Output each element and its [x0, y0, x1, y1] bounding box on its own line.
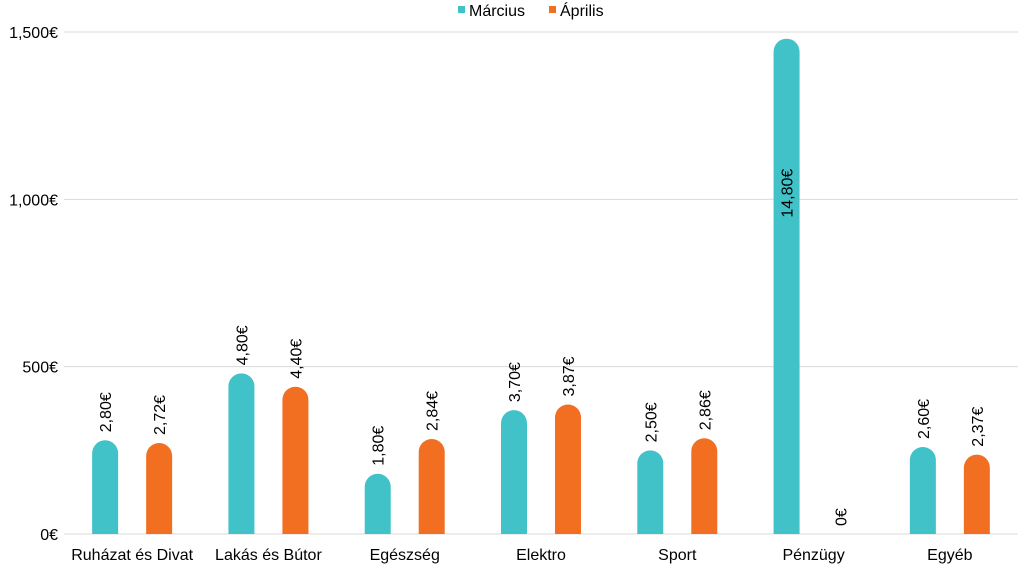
category-label: Elektro: [516, 547, 566, 564]
bar-marcius: [637, 450, 664, 534]
bar-marcius: [228, 373, 255, 534]
bar-aprilis: [418, 438, 445, 534]
y-tick-label: 1,000€: [9, 192, 58, 209]
y-tick-label: 500€: [22, 360, 58, 377]
data-label: 2,72€: [152, 395, 169, 435]
category-label: Ruházat és Divat: [71, 547, 193, 564]
legend: Március Április: [458, 1, 604, 20]
bars: [92, 38, 990, 535]
bar-marcius: [92, 440, 119, 534]
data-labels: 2,80€ 2,72€ 4,80€ 4,40€ 1,80€ 2,84€ 3,70€ 3,87€…: [98, 169, 987, 526]
grid-lines: [64, 31, 1018, 535]
data-label: 4,80€: [234, 325, 251, 365]
bar-aprilis: [691, 438, 718, 534]
legend-swatch: [458, 6, 465, 13]
data-label: 2,50€: [643, 402, 660, 442]
data-label: 2,86€: [697, 390, 714, 430]
category-label: Pénzügy: [782, 547, 844, 564]
data-label: 0€: [834, 508, 851, 526]
bar-marcius: [909, 446, 936, 534]
bar-marcius: [773, 38, 800, 535]
category-label: Egészség: [370, 547, 440, 564]
y-axis-tick-labels: 0€ 500€ 1,000€ 1,500€: [9, 25, 58, 544]
y-tick-label: 0€: [40, 527, 58, 544]
data-label: 2,60€: [916, 399, 933, 439]
data-label: 3,87€: [561, 356, 578, 396]
legend-label: Április: [560, 1, 604, 20]
x-axis-category-labels: Ruházat és Divat Lakás és Bútor Egészség El…: [71, 547, 972, 564]
data-label: 3,70€: [507, 362, 524, 402]
category-label: Lakás és Bútor: [215, 547, 322, 564]
data-label: 4,40€: [288, 339, 305, 379]
bar-marcius: [501, 410, 527, 534]
category-label: Sport: [658, 547, 697, 564]
data-label: 2,80€: [98, 392, 115, 432]
data-label: 2,84€: [425, 391, 442, 431]
legend-label: Március: [469, 3, 525, 20]
data-label: 2,37€: [970, 407, 987, 447]
bar-marcius: [364, 473, 391, 534]
bar-aprilis: [146, 442, 173, 534]
data-label: 14,80€: [780, 169, 797, 218]
bar-aprilis: [555, 404, 581, 534]
y-tick-label: 1,500€: [9, 25, 58, 42]
legend-swatch: [549, 6, 556, 13]
category-label: Egyéb: [927, 547, 972, 564]
data-label: 1,80€: [371, 426, 388, 466]
bar-aprilis: [963, 454, 990, 534]
bar-aprilis: [282, 386, 309, 534]
